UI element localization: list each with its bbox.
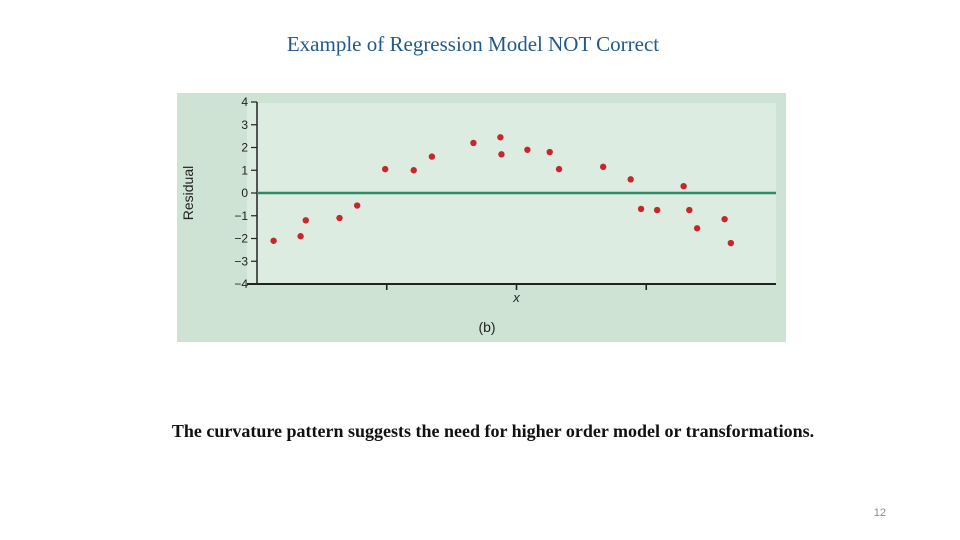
y-axis-label: Residual (180, 166, 196, 220)
residual-plot-figure: 4 3 2 1 0 −1 −2 −3 −4 Residual x (b) (177, 93, 786, 342)
y-tick-label: 3 (241, 118, 248, 132)
residual-point (270, 237, 277, 244)
residual-point (627, 176, 634, 183)
residual-point (653, 206, 661, 214)
y-tick-label: 1 (241, 163, 248, 177)
residual-point (546, 148, 553, 156)
residual-point (410, 167, 417, 174)
residual-point (428, 153, 436, 160)
y-tick-label: −2 (234, 232, 248, 246)
slide-caption: The curvature pattern suggests the need … (171, 421, 815, 441)
y-axis-ticks: 4 3 2 1 0 −1 −2 −3 −4 (234, 95, 257, 291)
residual-point (680, 182, 687, 190)
residual-point (297, 233, 304, 240)
residual-point (721, 215, 728, 223)
residual-point (555, 165, 563, 173)
panel-label: (b) (478, 319, 495, 335)
page-number: 12 (873, 507, 886, 519)
y-tick-label: −3 (234, 254, 248, 268)
residual-point (599, 163, 607, 171)
y-tick-label: 2 (241, 141, 248, 155)
residual-point (336, 214, 343, 222)
residual-point (686, 206, 693, 214)
residual-points (270, 134, 735, 247)
x-axis-ticks (385, 284, 648, 290)
x-axis-label: x (512, 290, 520, 305)
y-tick-label: −1 (234, 209, 248, 223)
residual-point (524, 146, 531, 153)
residual-point (470, 139, 477, 147)
residual-point (727, 239, 735, 247)
residual-scatter-chart: 4 3 2 1 0 −1 −2 −3 −4 Residual x (b) (177, 93, 786, 342)
residual-point (498, 151, 505, 158)
slide-title: Example of Regression Model NOT Correct (286, 32, 660, 56)
residual-point (693, 225, 701, 232)
residual-point (353, 202, 361, 209)
y-tick-label: 0 (241, 186, 248, 200)
residual-point (381, 165, 389, 173)
residual-point (497, 134, 504, 141)
y-tick-label: 4 (241, 95, 248, 109)
residual-point (302, 217, 309, 224)
residual-point (637, 205, 645, 213)
y-tick-label: −4 (234, 277, 248, 291)
